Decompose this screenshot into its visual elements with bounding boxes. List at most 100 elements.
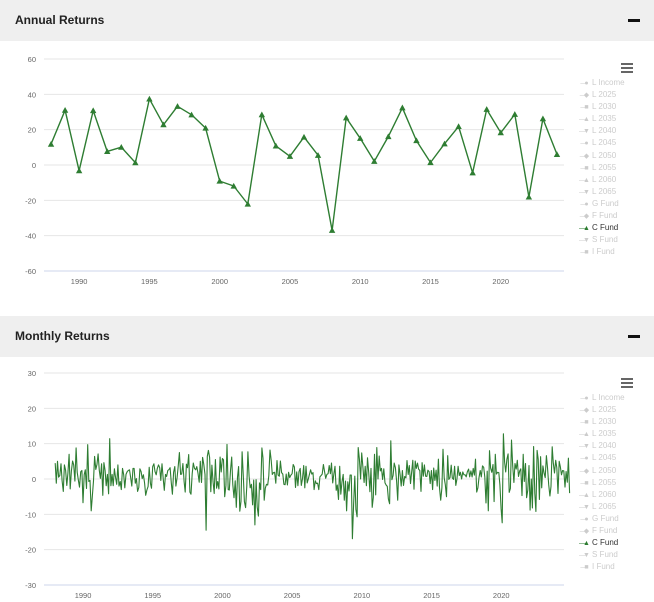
- legend-symbol-icon: —▼: [579, 443, 590, 451]
- y-tick-label: -60: [25, 267, 36, 276]
- legend-item[interactable]: —■ L 2030: [576, 101, 646, 113]
- annual-returns-panel: Annual Returns -60 -40 -20 0 20 40 60 1990 1995 2…: [0, 0, 654, 286]
- legend-label: L 2045: [592, 138, 617, 148]
- data-point-marker: [300, 133, 308, 140]
- legend-item[interactable]: —▼ S Fund: [576, 549, 646, 561]
- legend-label: L 2045: [592, 453, 617, 463]
- annual-returns-chart: -60 -40 -20 0 20 40 60 1990 1995 2000 2005 2010 2015…: [25, 55, 564, 286]
- legend-item[interactable]: —■ I Fund: [576, 246, 646, 258]
- legend-item[interactable]: —◆ F Fund: [576, 210, 646, 222]
- data-point-marker: [497, 129, 504, 136]
- legend-item[interactable]: —■ L 2055: [576, 162, 646, 174]
- data-point-marker: [258, 111, 266, 118]
- legend-item[interactable]: —■ I Fund: [576, 561, 646, 573]
- y-tick-label: -20: [25, 196, 36, 205]
- legend-label: S Fund: [592, 235, 618, 245]
- y-tick-label: 30: [28, 369, 36, 378]
- legend-label: F Fund: [592, 526, 618, 536]
- legend-item[interactable]: —▼ L 2040: [576, 440, 646, 452]
- legend-item[interactable]: —▲ L 2035: [576, 113, 646, 125]
- panel-title: Annual Returns: [15, 13, 105, 27]
- data-point-marker: [399, 104, 406, 111]
- y-tick-label: -20: [25, 546, 36, 555]
- data-point-marker: [286, 153, 294, 159]
- legend-item[interactable]: —● G Fund: [576, 513, 646, 525]
- series-line: [54, 433, 571, 540]
- legend-item[interactable]: —● G Fund: [576, 198, 646, 210]
- data-point-marker: [553, 151, 561, 157]
- legend-item[interactable]: —▼ L 2065: [576, 186, 646, 198]
- hamburger-menu-icon[interactable]: [621, 63, 633, 74]
- y-tick-label: 60: [28, 55, 36, 64]
- legend-symbol-icon: —●: [580, 515, 588, 523]
- legend-item[interactable]: —● L Income: [576, 77, 646, 89]
- data-point-marker: [61, 107, 69, 113]
- data-point-marker: [89, 107, 97, 114]
- legend-label: G Fund: [592, 513, 619, 523]
- legend-label: L 2050: [592, 465, 617, 475]
- data-point-marker: [202, 124, 209, 131]
- legend-symbol-icon: —◆: [579, 407, 589, 415]
- legend-symbol-icon: —■: [580, 164, 588, 172]
- y-tick-label: 0: [32, 475, 36, 484]
- legend-symbol-icon: —■: [580, 564, 588, 572]
- data-point-marker: [244, 200, 251, 207]
- legend-symbol-icon: —▼: [579, 188, 590, 196]
- x-tick-label: 2010: [354, 591, 371, 600]
- y-tick-label: -30: [25, 581, 36, 590]
- legend-item[interactable]: —▼ L 2065: [576, 501, 646, 513]
- legend-item[interactable]: —▼ S Fund: [576, 234, 646, 246]
- legend-symbol-icon: —●: [580, 200, 588, 208]
- x-tick-label: 2000: [214, 591, 231, 600]
- data-point-marker: [230, 182, 237, 189]
- legend-symbol-icon: —■: [580, 249, 588, 257]
- legend-item[interactable]: —▲ L 2060: [576, 489, 646, 501]
- y-tick-label: 10: [28, 440, 36, 449]
- legend-item[interactable]: —◆ F Fund: [576, 525, 646, 537]
- legend-item[interactable]: —▲ C Fund: [576, 222, 646, 234]
- data-point-marker: [328, 227, 336, 233]
- x-tick-label: 2020: [493, 591, 510, 600]
- legend-symbol-icon: —●: [580, 80, 588, 87]
- legend-item[interactable]: —■ L 2055: [576, 477, 646, 489]
- legend-label: L 2050: [592, 150, 617, 160]
- hamburger-menu-icon[interactable]: [621, 378, 633, 389]
- legend-symbol-icon: —▲: [579, 176, 590, 184]
- data-point-marker: [174, 103, 181, 109]
- legend-label: L 2025: [592, 405, 617, 415]
- legend-symbol-icon: —▼: [579, 237, 590, 245]
- legend-item[interactable]: —◆ L 2025: [576, 89, 646, 101]
- data-point-marker: [441, 140, 448, 147]
- data-point-marker: [483, 106, 490, 112]
- minus-icon[interactable]: [628, 19, 640, 22]
- legend-symbol-icon: —◆: [579, 152, 589, 160]
- legend-item[interactable]: —■ L 2030: [576, 416, 646, 428]
- legend-symbol-icon: —●: [580, 395, 588, 402]
- legend-item[interactable]: —◆ L 2050: [576, 150, 646, 162]
- legend-item[interactable]: —▲ L 2060: [576, 174, 646, 186]
- legend-item[interactable]: —▼ L 2040: [576, 125, 646, 137]
- y-tick-label: 40: [28, 90, 36, 99]
- data-point-marker: [314, 152, 322, 158]
- data-point-marker: [539, 115, 547, 122]
- legend-item[interactable]: —● L 2045: [576, 452, 646, 464]
- legend-item[interactable]: —◆ L 2025: [576, 404, 646, 416]
- legend-label: I Fund: [592, 562, 615, 572]
- legend-symbol-icon: —◆: [579, 92, 589, 100]
- legend-item[interactable]: —● L Income: [576, 392, 646, 404]
- minus-icon[interactable]: [628, 335, 640, 338]
- data-point-marker: [75, 167, 83, 174]
- x-tick-label: 2015: [423, 591, 440, 600]
- data-point-marker: [132, 159, 139, 166]
- legend-label: L 2025: [592, 90, 617, 100]
- legend-item[interactable]: —◆ L 2050: [576, 465, 646, 477]
- data-point-marker: [511, 111, 519, 117]
- legend-item[interactable]: —▲ L 2035: [576, 428, 646, 440]
- legend-label: L 2060: [592, 174, 617, 184]
- legend-label: L Income: [592, 78, 625, 87]
- legend-item[interactable]: —▲ C Fund: [576, 537, 646, 549]
- legend-label: L 2055: [592, 162, 617, 172]
- legend-label: L 2040: [592, 126, 617, 136]
- data-point-marker: [188, 111, 195, 118]
- legend-item[interactable]: —● L 2045: [576, 137, 646, 149]
